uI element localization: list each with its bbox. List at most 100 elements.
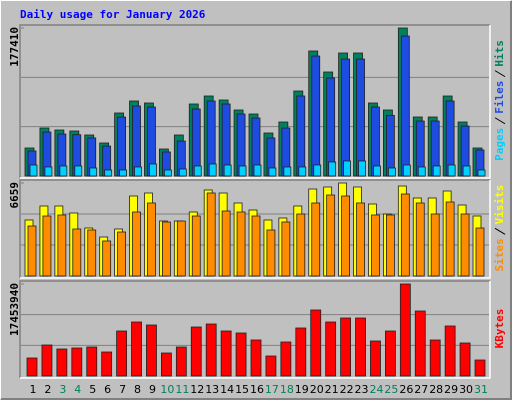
legend-label: KBytes	[493, 309, 506, 349]
bar	[253, 164, 262, 177]
bar	[117, 231, 126, 277]
y-tick-label: 6659	[8, 182, 21, 209]
bar	[146, 324, 157, 377]
bar	[235, 332, 247, 377]
bar	[132, 105, 141, 177]
bar	[459, 342, 471, 377]
bar	[385, 214, 395, 277]
bar	[280, 341, 292, 377]
x-tick-label: 13	[205, 383, 219, 396]
x-tick-label: 30	[459, 383, 473, 396]
bar	[190, 326, 202, 377]
bar	[399, 283, 411, 377]
bar	[102, 240, 112, 277]
bar	[104, 169, 113, 177]
y-tick-label: 17453940	[8, 283, 21, 336]
bar	[296, 213, 306, 277]
bar	[236, 211, 246, 277]
bar	[311, 202, 321, 277]
x-tick-label: 4	[74, 383, 81, 396]
bar	[432, 165, 441, 177]
bar	[341, 58, 351, 177]
bar	[176, 220, 186, 277]
bar	[371, 214, 380, 277]
legend: Pages Files Hits	[493, 40, 506, 161]
x-tick-label: 11	[175, 383, 189, 396]
bar	[373, 165, 381, 177]
legend-separator	[494, 117, 506, 125]
x-tick-label: 26	[399, 383, 413, 396]
bar	[72, 228, 82, 277]
legend-label: Pages	[493, 128, 506, 161]
x-tick-label: 27	[414, 383, 428, 396]
bar	[27, 225, 37, 277]
bar	[149, 163, 157, 177]
bar	[298, 166, 307, 177]
bar	[44, 166, 53, 177]
bar	[311, 55, 321, 177]
x-tick-label: 2	[44, 383, 51, 396]
bar	[131, 321, 142, 377]
bar	[161, 221, 171, 277]
x-tick-label: 21	[325, 383, 339, 396]
bar	[415, 202, 425, 277]
bar	[387, 167, 396, 177]
bar	[163, 169, 172, 177]
panel-shadow	[19, 280, 490, 378]
bar	[355, 317, 366, 377]
y-tick-label: 177410	[8, 27, 21, 67]
bar	[296, 95, 306, 177]
x-tick-label: 5	[89, 383, 96, 396]
bar	[266, 229, 276, 277]
x-tick-label: 1	[30, 383, 37, 396]
bar	[343, 160, 352, 177]
x-tick-label: 8	[134, 383, 141, 396]
bar	[447, 164, 456, 177]
bar	[356, 202, 365, 277]
bar	[220, 330, 232, 377]
bar	[402, 164, 411, 177]
bar	[462, 165, 471, 177]
panel-shadow	[19, 24, 490, 178]
x-tick-label: 16	[250, 383, 264, 396]
x-tick-label: 22	[340, 383, 354, 396]
x-tick-label: 24	[369, 383, 383, 396]
bar	[341, 195, 351, 277]
bar	[358, 160, 366, 177]
bar	[59, 165, 68, 177]
bar	[134, 166, 142, 177]
legend-separator	[494, 70, 506, 78]
bar	[444, 325, 456, 377]
x-tick-label: 14	[220, 383, 234, 396]
bar	[87, 229, 97, 277]
x-tick-label: 3	[59, 383, 66, 396]
bar	[160, 352, 172, 377]
bar	[328, 161, 337, 177]
panel-shadow	[19, 179, 490, 278]
x-tick-label: 20	[310, 383, 324, 396]
x-tick-label: 7	[119, 383, 126, 396]
legend: KBytes	[493, 309, 506, 349]
x-tick-label: 25	[384, 383, 398, 396]
bar	[268, 167, 277, 177]
bar	[191, 215, 201, 277]
bar	[41, 344, 53, 377]
bar	[74, 165, 83, 177]
bar	[370, 340, 381, 377]
bar	[147, 202, 156, 277]
legend-label: Hits	[493, 40, 506, 67]
bar	[400, 35, 410, 177]
x-tick-label: 23	[355, 383, 369, 396]
x-tick-label: 31	[474, 383, 488, 396]
legend-label: Files	[493, 81, 506, 114]
bar	[57, 214, 67, 277]
bar	[178, 168, 187, 177]
bar	[205, 323, 217, 377]
panel-light	[20, 281, 491, 379]
x-tick-label: 18	[280, 383, 294, 396]
bar	[477, 169, 486, 177]
x-tick-label: 29	[444, 383, 458, 396]
bar	[29, 164, 38, 177]
bar	[101, 351, 113, 377]
bar	[42, 215, 52, 277]
